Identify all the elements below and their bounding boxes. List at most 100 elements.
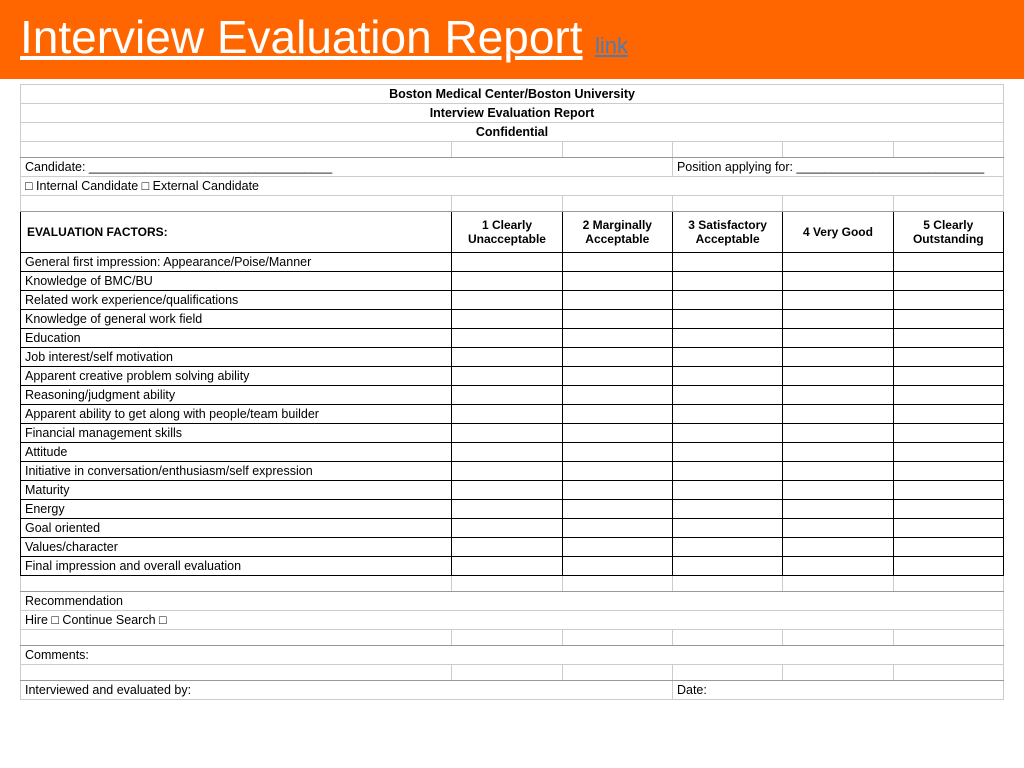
rating-cell[interactable] (452, 291, 562, 310)
factor-label: Attitude (21, 443, 452, 462)
rating-cell[interactable] (452, 538, 562, 557)
rating-cell[interactable] (783, 348, 893, 367)
rating-cell[interactable] (452, 386, 562, 405)
rating-cell[interactable] (893, 272, 1003, 291)
rating-cell[interactable] (562, 424, 672, 443)
rating-cell[interactable] (452, 405, 562, 424)
rating-cell[interactable] (893, 500, 1003, 519)
factor-row: Goal oriented (21, 519, 1004, 538)
rating-cell[interactable] (893, 462, 1003, 481)
rating-cell[interactable] (672, 405, 782, 424)
rating-cell[interactable] (672, 272, 782, 291)
rating-cell[interactable] (672, 443, 782, 462)
rating-cell[interactable] (783, 386, 893, 405)
rating-cell[interactable] (562, 405, 672, 424)
rating-cell[interactable] (783, 405, 893, 424)
rating-cell[interactable] (783, 253, 893, 272)
rating-cell[interactable] (452, 424, 562, 443)
rating-cell[interactable] (452, 519, 562, 538)
rating-cell[interactable] (452, 329, 562, 348)
header-link[interactable]: link (595, 33, 628, 58)
rating-cell[interactable] (783, 538, 893, 557)
rating-cell[interactable] (562, 348, 672, 367)
rating-cell[interactable] (672, 500, 782, 519)
rating-cell[interactable] (672, 367, 782, 386)
factor-row: Attitude (21, 443, 1004, 462)
rating-cell[interactable] (562, 253, 672, 272)
rating-cell[interactable] (783, 272, 893, 291)
rating-cell[interactable] (562, 443, 672, 462)
rating-cell[interactable] (672, 481, 782, 500)
rating-cell[interactable] (893, 443, 1003, 462)
rating-cell[interactable] (672, 386, 782, 405)
rating-cell[interactable] (893, 405, 1003, 424)
rating-cell[interactable] (893, 538, 1003, 557)
rating-cell[interactable] (783, 291, 893, 310)
rating-cell[interactable] (562, 519, 672, 538)
rating-cell[interactable] (783, 557, 893, 576)
rating-cell[interactable] (562, 329, 672, 348)
rating-cell[interactable] (893, 348, 1003, 367)
rating-cell[interactable] (893, 557, 1003, 576)
rating-cell[interactable] (672, 538, 782, 557)
rating-cell[interactable] (562, 557, 672, 576)
rating-cell[interactable] (672, 519, 782, 538)
rating-cell[interactable] (562, 367, 672, 386)
candidate-type-field[interactable]: □ Internal Candidate □ External Candidat… (21, 177, 1004, 196)
rating-cell[interactable] (452, 367, 562, 386)
rating-cell[interactable] (893, 424, 1003, 443)
rating-cell[interactable] (783, 519, 893, 538)
rating-cell[interactable] (452, 462, 562, 481)
position-field[interactable]: Position applying for: _________________… (672, 158, 1003, 177)
rating-cell[interactable] (562, 310, 672, 329)
rating-cell[interactable] (562, 500, 672, 519)
rating-cell[interactable] (452, 272, 562, 291)
hire-options[interactable]: Hire □ Continue Search □ (21, 611, 1004, 630)
rating-cell[interactable] (672, 253, 782, 272)
document-content: Boston Medical Center/Boston University … (0, 79, 1024, 705)
rating-cell[interactable] (452, 500, 562, 519)
rating-cell[interactable] (562, 538, 672, 557)
rating-cell[interactable] (672, 462, 782, 481)
interviewed-by-field[interactable]: Interviewed and evaluated by: (21, 681, 673, 700)
rating-cell[interactable] (783, 443, 893, 462)
rating-cell[interactable] (562, 481, 672, 500)
rating-cell[interactable] (452, 348, 562, 367)
rating-cell[interactable] (893, 519, 1003, 538)
rating-cell[interactable] (452, 253, 562, 272)
rating-cell[interactable] (783, 481, 893, 500)
rating-cell[interactable] (893, 310, 1003, 329)
rating-cell[interactable] (783, 367, 893, 386)
rating-cell[interactable] (452, 310, 562, 329)
rating-cell[interactable] (672, 329, 782, 348)
rating-cell[interactable] (893, 329, 1003, 348)
rating-cell[interactable] (783, 310, 893, 329)
rating-cell[interactable] (893, 253, 1003, 272)
rating-cell[interactable] (452, 443, 562, 462)
factor-row: General first impression: Appearance/Poi… (21, 253, 1004, 272)
date-field[interactable]: Date: (672, 681, 1003, 700)
rating-cell[interactable] (893, 367, 1003, 386)
rating-cell[interactable] (672, 291, 782, 310)
rating-cell[interactable] (562, 272, 672, 291)
rating-cell[interactable] (672, 424, 782, 443)
rating-cell[interactable] (562, 386, 672, 405)
rating-cell[interactable] (893, 481, 1003, 500)
rating-cell[interactable] (783, 424, 893, 443)
rating-cell[interactable] (893, 291, 1003, 310)
rating-cell[interactable] (562, 462, 672, 481)
rating-cell[interactable] (672, 557, 782, 576)
rating-cell[interactable] (562, 291, 672, 310)
comments-label[interactable]: Comments: (21, 646, 1004, 665)
rating-cell[interactable] (672, 310, 782, 329)
org-name: Boston Medical Center/Boston University (21, 85, 1004, 104)
rating-cell[interactable] (783, 500, 893, 519)
rating-cell[interactable] (783, 462, 893, 481)
factor-label: Education (21, 329, 452, 348)
rating-cell[interactable] (672, 348, 782, 367)
rating-cell[interactable] (452, 481, 562, 500)
rating-cell[interactable] (452, 557, 562, 576)
candidate-field[interactable]: Candidate: _____________________________… (21, 158, 673, 177)
rating-cell[interactable] (783, 329, 893, 348)
rating-cell[interactable] (893, 386, 1003, 405)
